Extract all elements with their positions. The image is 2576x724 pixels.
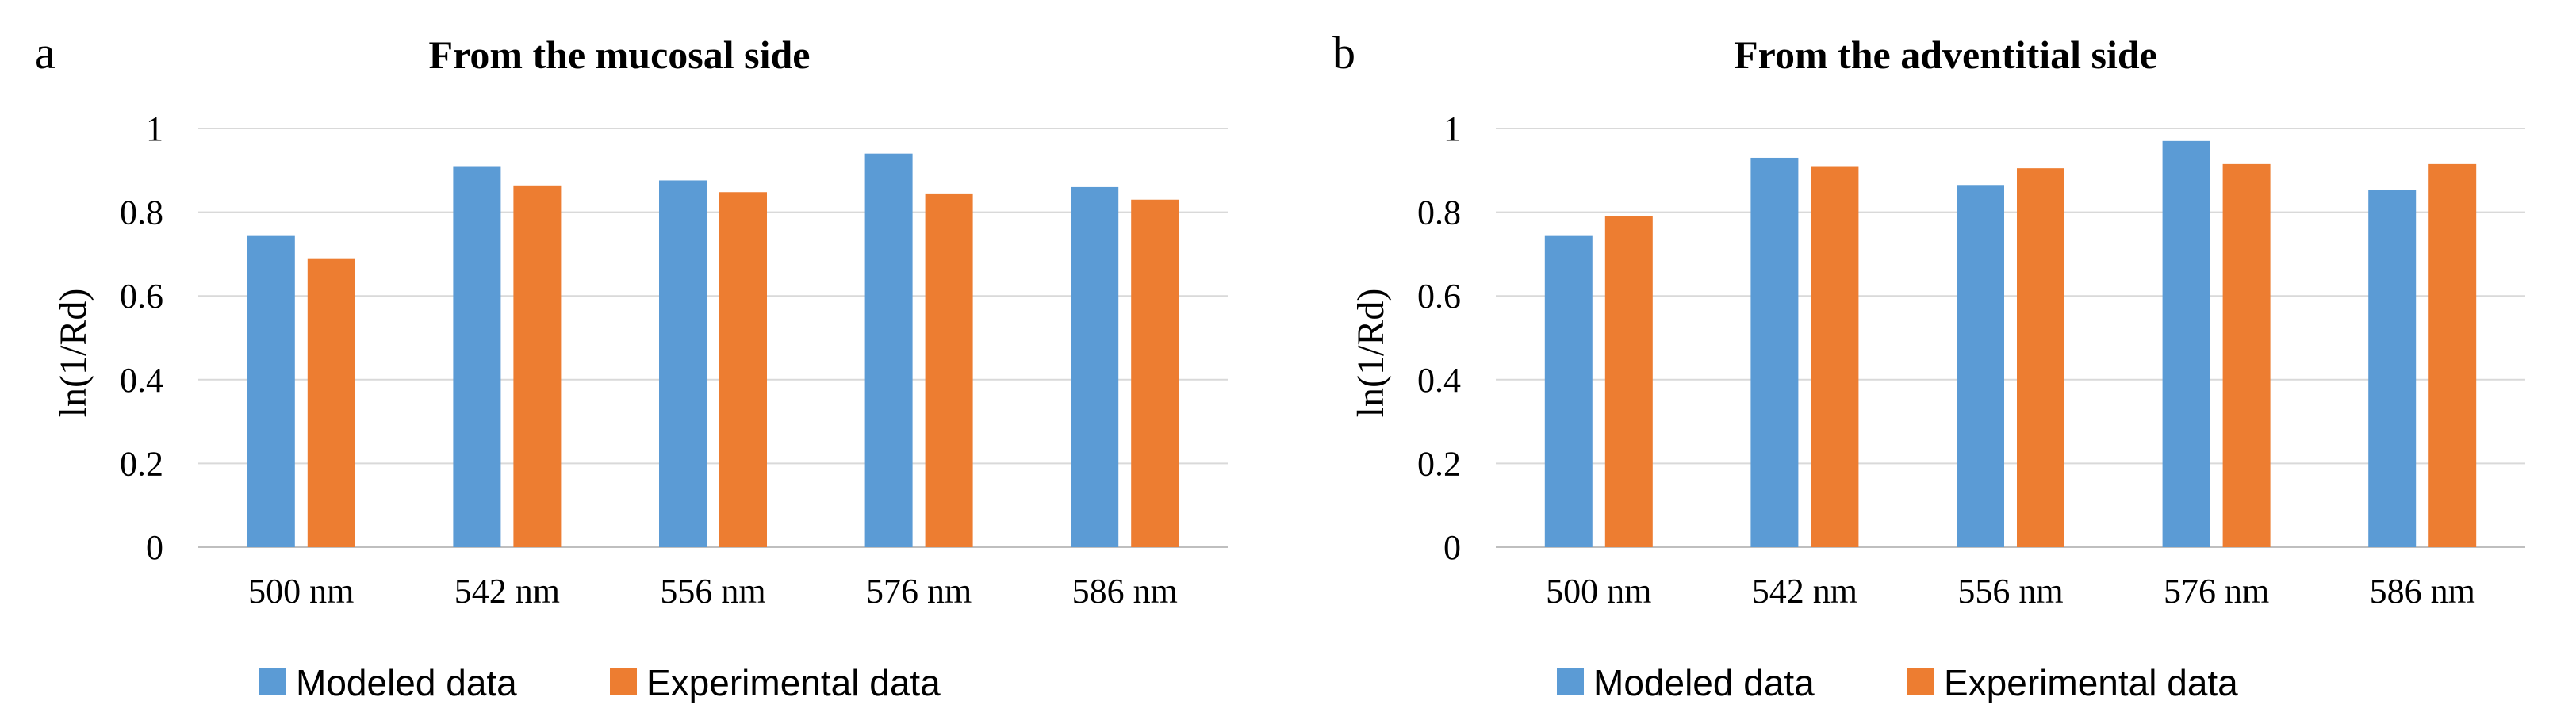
bar-experimental-b — [2222, 163, 2271, 547]
bar-experimental-a — [307, 258, 355, 547]
y-tick-label-a: 1 — [146, 109, 163, 148]
chart-title-a: From the mucosal side — [429, 33, 811, 77]
chart-panel-a: a From the mucosal side ln(1/Rd) 0 0.2 0.4… — [35, 27, 1228, 703]
bar-experimental-a — [1131, 199, 1179, 547]
x-tick-label-a: 556 nm — [660, 572, 765, 611]
panel-letter-a: a — [35, 27, 56, 79]
x-tick-label-a: 500 nm — [248, 572, 354, 611]
bar-modeled-a — [659, 180, 707, 548]
y-axis-label-a: ln(1/Rd) — [52, 289, 94, 418]
x-tick-label-b: 576 nm — [2164, 572, 2269, 611]
bar-experimental-b — [1604, 216, 1653, 547]
x-tick-label-b: 556 nm — [1957, 572, 2063, 611]
y-tick-label-b: 0.4 — [1417, 361, 1461, 400]
plot-area-a: 0 0.2 0.4 0.6 0.8 1 500 nm 542 nm 556 nm 576 nm 58… — [120, 109, 1228, 611]
legend-label-experimental-b: Experimental data — [1944, 662, 2238, 703]
bar-experimental-b — [2428, 163, 2477, 547]
legend-b: Modeled data Experimental data — [1557, 662, 2238, 703]
y-tick-label-b: 0.6 — [1417, 277, 1461, 316]
legend-a: Modeled data Experimental data — [259, 662, 941, 703]
bar-modeled-b — [1750, 157, 1799, 547]
x-tick-label-b: 586 nm — [2370, 572, 2475, 611]
legend-label-modeled-a: Modeled data — [296, 662, 517, 703]
y-tick-label-a: 0 — [146, 528, 163, 567]
bar-modeled-a — [864, 153, 913, 547]
panel-letter-b: b — [1332, 27, 1355, 79]
bar-experimental-a — [513, 185, 562, 548]
bar-modeled-b — [1957, 185, 2004, 547]
chart-title-b: From the adventitial side — [1734, 33, 2157, 77]
bar-modeled-a — [247, 235, 295, 547]
y-tick-label-b: 0 — [1443, 528, 1461, 567]
bar-experimental-b — [2017, 168, 2064, 547]
x-tick-label-b: 500 nm — [1546, 572, 1651, 611]
bar-modeled-a — [453, 166, 501, 547]
bar-experimental-b — [1811, 166, 1859, 547]
x-tick-label-a: 576 nm — [866, 572, 972, 611]
legend-label-modeled-b: Modeled data — [1593, 662, 1815, 703]
x-tick-label-b: 542 nm — [1752, 572, 1857, 611]
legend-label-experimental-a: Experimental data — [646, 662, 941, 703]
bar-modeled-b — [1544, 235, 1593, 547]
x-tick-label-a: 586 nm — [1072, 572, 1178, 611]
bar-modeled-b — [2368, 190, 2417, 547]
y-tick-label-a: 0.2 — [120, 444, 163, 483]
y-axis-label-b: ln(1/Rd) — [1350, 289, 1392, 418]
y-tick-label-a: 0.4 — [120, 361, 163, 400]
chart-panel-b: b From the adventitial side ln(1/Rd) 0 0.… — [1332, 27, 2525, 703]
y-tick-label-b: 0.8 — [1417, 193, 1461, 232]
plot-area-b: 0 0.2 0.4 0.6 0.8 1 500 nm 542 nm 556 nm 576 nm 58… — [1417, 109, 2525, 611]
bar-modeled-a — [1071, 186, 1119, 548]
y-tick-label-b: 0.2 — [1417, 444, 1461, 483]
y-tick-label-a: 0.8 — [120, 193, 163, 232]
legend-swatch-modeled-b — [1557, 668, 1584, 695]
bar-experimental-a — [719, 192, 767, 548]
legend-swatch-modeled-a — [259, 668, 286, 695]
y-tick-label-a: 0.6 — [120, 277, 163, 316]
y-tick-label-b: 1 — [1443, 109, 1461, 148]
legend-swatch-experimental-a — [610, 668, 637, 695]
x-tick-label-a: 542 nm — [454, 572, 560, 611]
bar-modeled-b — [2162, 140, 2210, 548]
bar-experimental-a — [925, 193, 973, 547]
legend-swatch-experimental-b — [1907, 668, 1934, 695]
